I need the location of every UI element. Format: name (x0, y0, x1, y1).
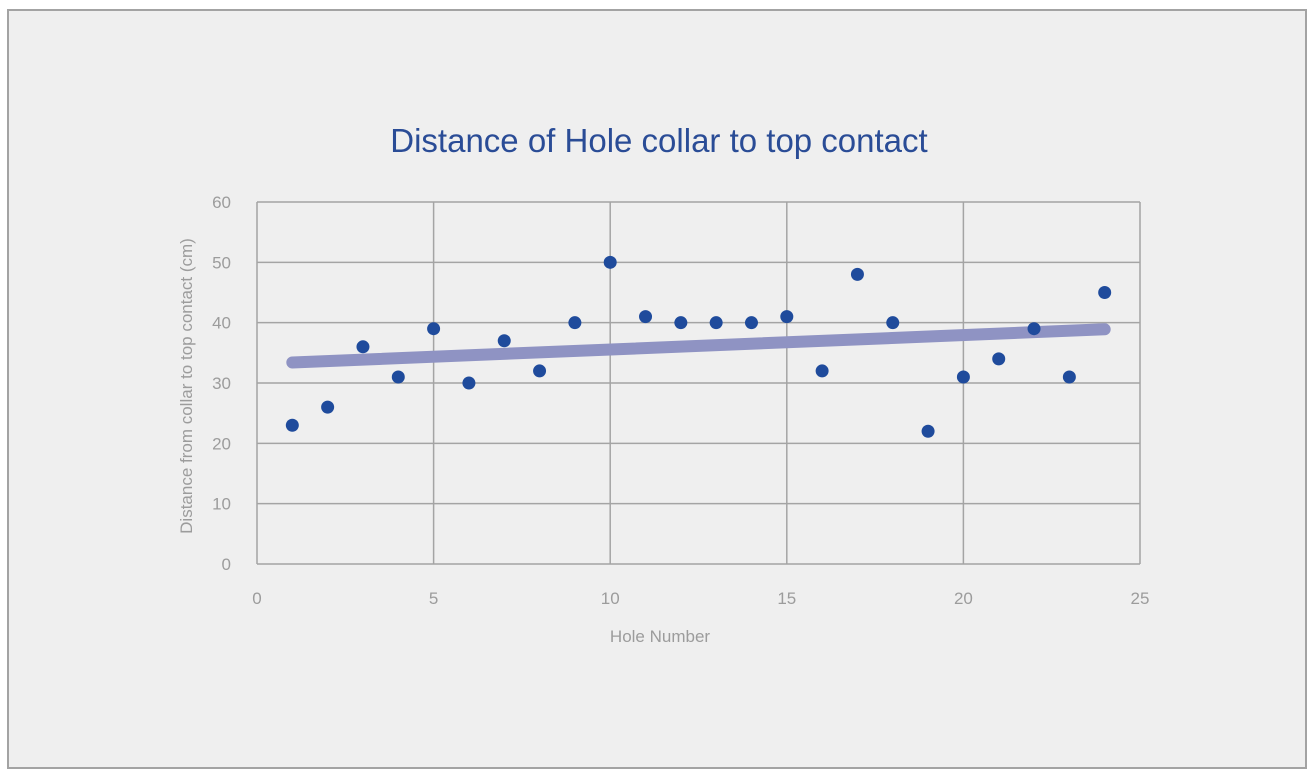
data-point (815, 364, 829, 378)
data-point (356, 340, 370, 354)
chart-title: Distance of Hole collar to top contact (390, 122, 927, 159)
y-tick-label: 50 (212, 253, 231, 272)
y-tick-label: 0 (222, 555, 231, 574)
x-tick-label: 25 (1131, 589, 1150, 608)
x-tick-label: 0 (252, 589, 261, 608)
data-points (285, 255, 1112, 438)
data-point (886, 316, 900, 330)
data-point (285, 418, 299, 432)
y-axis-label: Distance from collar to top contact (cm) (177, 238, 196, 534)
y-tick-label: 40 (212, 314, 231, 333)
y-tick-label: 20 (212, 434, 231, 453)
x-axis-label: Hole Number (610, 627, 710, 646)
x-tick-label: 5 (429, 589, 438, 608)
data-point (321, 400, 335, 414)
data-point (1098, 286, 1112, 299)
data-point (744, 316, 758, 330)
data-point (639, 310, 653, 324)
y-tick-label: 30 (212, 374, 231, 393)
trendline (286, 323, 1111, 369)
data-point (1027, 322, 1041, 336)
data-point (1062, 370, 1076, 384)
data-point (497, 334, 511, 348)
chart-panel (7, 9, 1307, 769)
data-point (850, 267, 864, 281)
x-tick-label: 20 (954, 589, 973, 608)
data-point (533, 364, 547, 378)
x-tick-label: 10 (601, 589, 620, 608)
data-point (780, 310, 794, 324)
x-tick-label: 15 (777, 589, 796, 608)
data-point (992, 352, 1006, 366)
data-point (568, 316, 582, 330)
data-point (709, 316, 723, 330)
x-tick-labels: 0 5 10 15 20 25 (252, 589, 1149, 608)
data-point (956, 370, 970, 384)
grid-lines (256, 201, 1141, 565)
data-point (921, 424, 935, 438)
y-tick-labels: 0 10 20 30 40 50 60 (212, 193, 231, 574)
y-tick-label: 10 (212, 495, 231, 514)
data-point (674, 316, 688, 330)
y-tick-label: 60 (212, 193, 231, 212)
data-point (462, 376, 476, 390)
data-point (427, 322, 441, 336)
data-point (391, 370, 405, 384)
data-point (603, 255, 617, 269)
